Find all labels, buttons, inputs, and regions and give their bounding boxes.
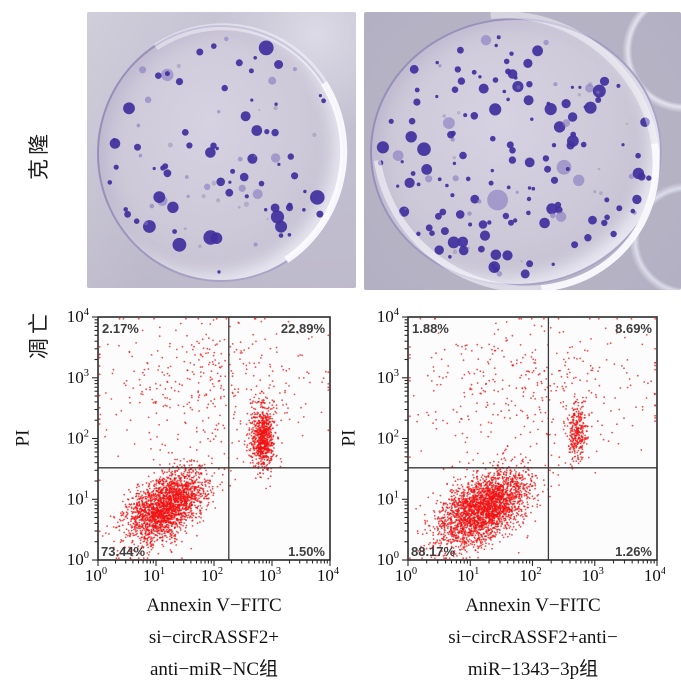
- colonies-1: [107, 36, 326, 274]
- x-axis-label-2: Annexin V−FITC: [465, 595, 601, 616]
- caption-1: Annexin V−FITC si−circRASSF2+ anti−miR−N…: [69, 590, 359, 686]
- clone-row-label: 克隆: [27, 130, 51, 180]
- caption-2: Annexin V−FITC si−circRASSF2+anti− miR−1…: [388, 590, 678, 686]
- svg-text:104: 104: [67, 307, 90, 326]
- svg-text:102: 102: [67, 429, 89, 448]
- svg-text:1.50%: 1.50%: [288, 544, 325, 559]
- petri-dish-1: [97, 25, 345, 282]
- y-axis-label-pi-1: PI: [12, 429, 34, 447]
- svg-text:2.17%: 2.17%: [102, 321, 139, 336]
- quadrant-gates: [408, 317, 657, 560]
- svg-text:103: 103: [259, 566, 281, 585]
- svg-text:101: 101: [67, 489, 89, 508]
- x-axis-label-1: Annexin V−FITC: [146, 595, 282, 616]
- colonies-2: [376, 35, 652, 279]
- quadrant-percentages: 2.17% 22.89% 73.44% 1.50%: [101, 321, 325, 559]
- svg-text:100: 100: [67, 550, 89, 569]
- svg-text:22.89%: 22.89%: [281, 321, 326, 336]
- svg-text:103: 103: [67, 368, 89, 387]
- petri-dish-2: [370, 18, 662, 286]
- colony-photo-2: [364, 12, 681, 290]
- group-label-2-line1: si−circRASSF2+anti−: [448, 627, 618, 648]
- axis-ticks: [402, 316, 658, 566]
- colony-dots: [107, 36, 326, 274]
- quadrant-gates: [98, 317, 330, 560]
- colony-dots: [376, 35, 652, 279]
- svg-text:100: 100: [85, 566, 107, 585]
- svg-text:104: 104: [317, 566, 340, 585]
- plot-area: [408, 317, 657, 560]
- quadrant-percentages: 1.88% 8.69%88.17% 1.26%: [411, 321, 652, 559]
- colony-photo-1: [87, 12, 356, 288]
- group-label-1-line2: anti−miR−NC组: [149, 659, 279, 680]
- apoptosis-row-label: 凋亡: [27, 309, 51, 359]
- scatter-points: [98, 317, 330, 560]
- group-label-1-line1: si−circRASSF2+: [148, 627, 280, 648]
- scatter-points: [409, 317, 656, 560]
- axis-ticks: [92, 316, 331, 566]
- svg-text:101: 101: [143, 566, 165, 585]
- svg-text:73.44%: 73.44%: [101, 544, 146, 559]
- svg-text:102: 102: [201, 566, 223, 585]
- group-label-2-line2: miR−1343−3p组: [467, 659, 599, 680]
